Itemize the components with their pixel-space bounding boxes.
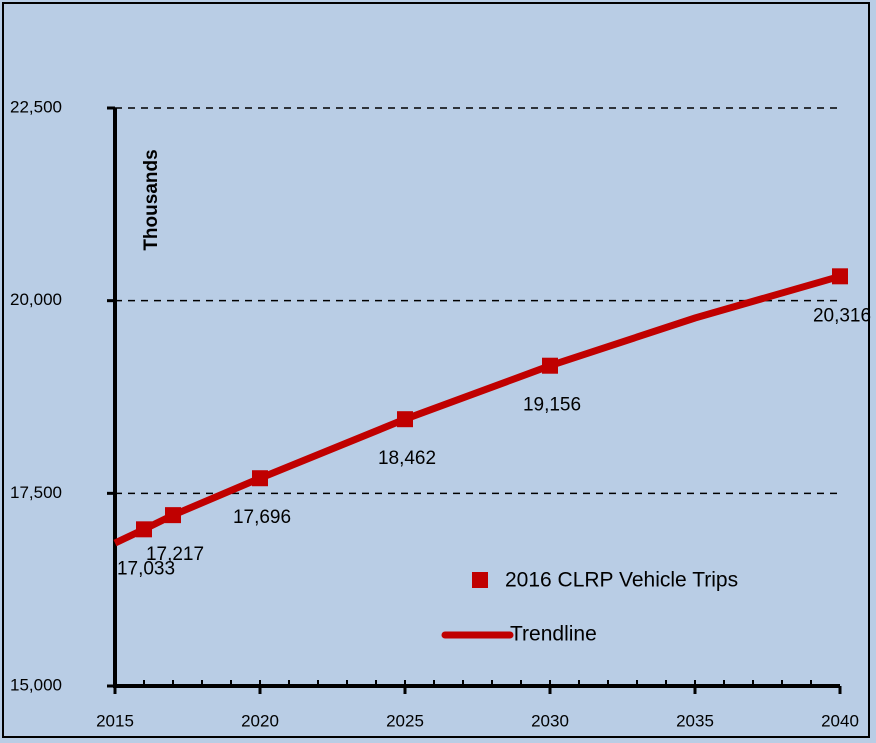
x-tick-label: 2040 [821, 711, 859, 730]
data-label: 20,316 [813, 305, 871, 326]
marker [165, 507, 181, 524]
data-label: 17,217 [146, 544, 204, 565]
y-axis-title: Thousands [141, 149, 162, 250]
legend-marker [472, 572, 488, 588]
y-tick-label: 15,000 [10, 675, 62, 694]
legend-label: 2016 CLRP Vehicle Trips [505, 569, 738, 592]
data-label: 17,696 [233, 507, 291, 528]
marker [136, 521, 152, 538]
y-tick-label: 20,000 [10, 290, 62, 309]
data-label: 17,033 [117, 558, 175, 579]
data-label: 19,156 [523, 395, 581, 416]
x-tick-label: 2030 [531, 711, 569, 730]
data-label: 18,462 [378, 448, 436, 469]
y-tick-label: 17,500 [10, 483, 62, 502]
x-tick-label: 2025 [386, 711, 424, 730]
marker [397, 411, 413, 428]
y-tick-label: 22,500 [10, 97, 62, 116]
marker [252, 470, 268, 487]
x-tick-label: 2020 [241, 711, 279, 730]
marker [832, 268, 848, 285]
legend-label: Trendline [510, 623, 597, 646]
marker [542, 357, 558, 374]
x-tick-label: 2015 [96, 711, 134, 730]
x-tick-label: 2035 [676, 711, 714, 730]
